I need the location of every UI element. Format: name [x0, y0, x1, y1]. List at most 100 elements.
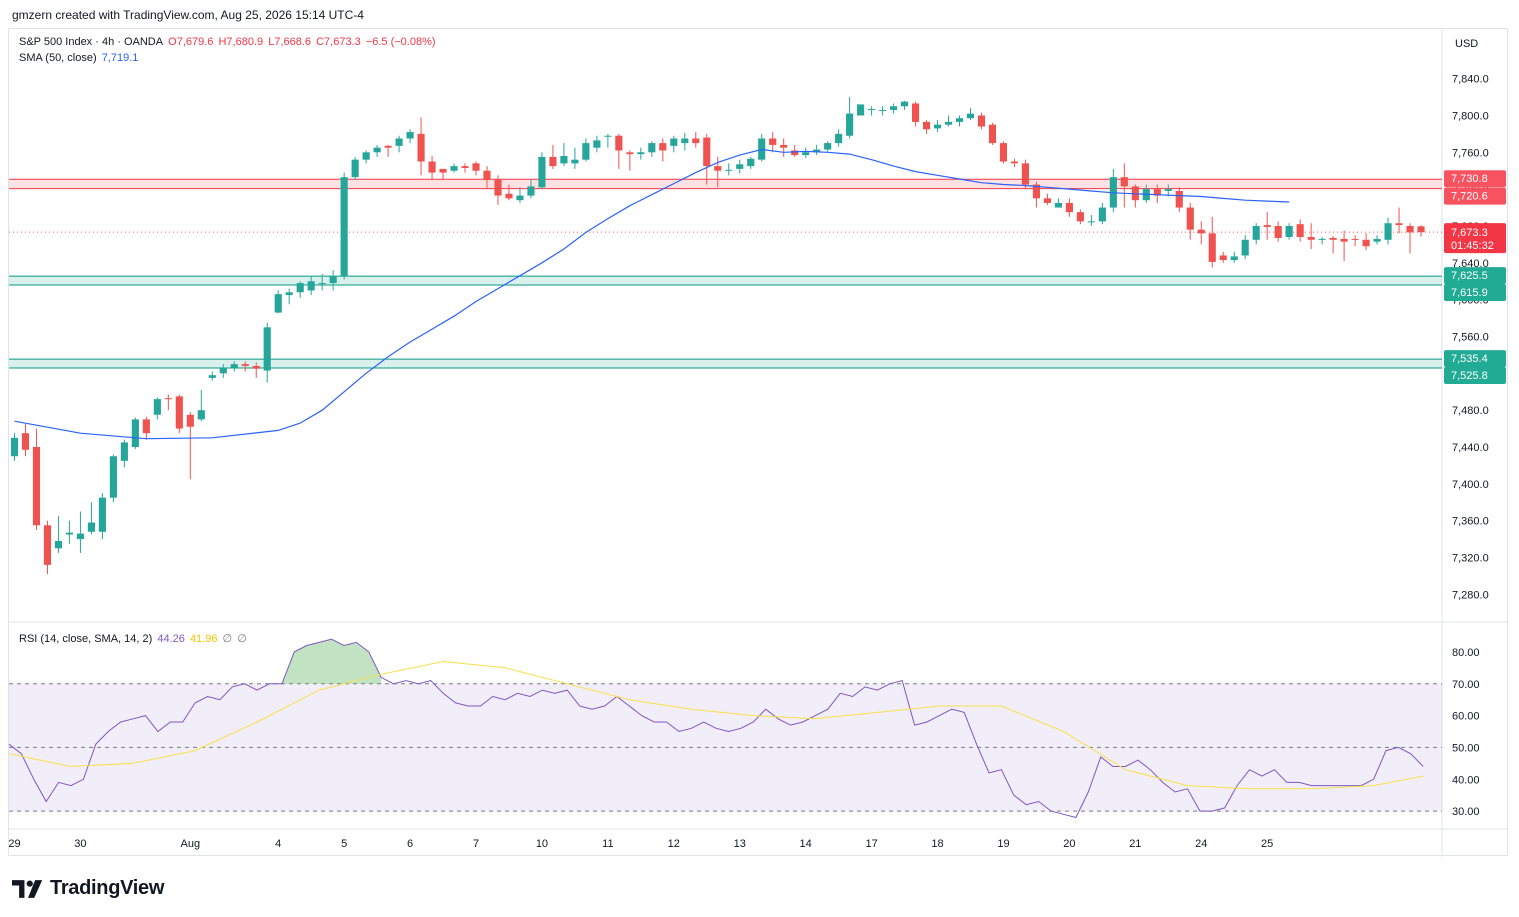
candle-body: [955, 118, 964, 122]
zone-price-label: 7,615.9: [1451, 287, 1488, 299]
sma-label[interactable]: SMA (50, close): [19, 52, 97, 64]
zone-price-tag: [1444, 267, 1506, 285]
candle-body: [1021, 163, 1030, 185]
candle-body: [131, 419, 139, 448]
time-tick-label: 25: [1261, 838, 1273, 850]
zone-price-tag: [1444, 350, 1506, 368]
candle-body: [1208, 233, 1216, 262]
candle-body: [1362, 239, 1370, 247]
candle-body: [1054, 202, 1062, 208]
candle-body: [461, 166, 469, 168]
candle-body: [549, 156, 557, 167]
resistance-zone: [9, 179, 1442, 189]
candle-body: [1197, 229, 1205, 234]
time-tick-label: 14: [800, 838, 812, 850]
tradingview-logo[interactable]: TradingView: [12, 877, 164, 900]
candle-body: [208, 375, 216, 378]
candle-body: [1318, 238, 1326, 240]
candle-body: [450, 166, 458, 171]
rsi-ma-line: [9, 660, 1424, 790]
candle-body: [571, 159, 579, 164]
rsi-label[interactable]: RSI (14, close, SMA, 14, 2): [19, 633, 153, 645]
candle-body: [813, 149, 821, 153]
candle-body: [428, 161, 436, 173]
candle-body: [1153, 189, 1161, 196]
currency-label[interactable]: USD: [1455, 38, 1479, 50]
candle-body: [736, 164, 744, 169]
candle-body: [87, 522, 95, 532]
candle-body: [857, 104, 865, 116]
candle-body: [1087, 221, 1095, 223]
zone-price-label: 7,535.4: [1451, 353, 1488, 365]
rsi-extra-2: ∅: [237, 633, 247, 645]
candle-body: [703, 137, 711, 167]
rsi-value: 44.26: [157, 633, 185, 645]
rsi-legend: RSI (14, close, SMA, 14, 2) 44.26 41.96 …: [19, 632, 249, 645]
candle-body: [21, 433, 30, 450]
tradingview-logo-text: TradingView: [50, 877, 165, 899]
candle-body: [186, 414, 194, 427]
symbol-label[interactable]: S&P 500 Index · 4h · OANDA: [19, 36, 164, 48]
candle-body: [472, 163, 480, 171]
candle-body: [406, 132, 414, 139]
tradingview-logo-icon: [12, 879, 43, 898]
sma-50-line: [14, 148, 1290, 440]
zone-price-tag: [1444, 187, 1506, 205]
candle-body: [868, 109, 876, 111]
candle-body: [1417, 226, 1425, 233]
candle-body: [1285, 225, 1293, 238]
candle-body: [527, 186, 535, 196]
candle-body: [153, 399, 161, 415]
rsi-tick-label: 60.00: [1452, 711, 1480, 723]
candle-body: [1186, 207, 1194, 230]
time-tick-label: 21: [1129, 838, 1141, 850]
candle-body: [769, 138, 777, 145]
chart-frame[interactable]: 7,840.07,800.07,760.07,720.07,680.07,640…: [8, 28, 1509, 857]
zone-price-label: 7,525.8: [1451, 370, 1488, 382]
candle-body: [296, 283, 304, 293]
candle-body: [505, 193, 513, 199]
candle-body: [274, 294, 282, 313]
chart-canvas[interactable]: 7,840.07,800.07,760.07,720.07,680.07,640…: [9, 29, 1509, 857]
candle-body: [98, 497, 106, 532]
candle-body: [1252, 225, 1260, 240]
candle-body: [1065, 202, 1073, 213]
candle-body: [329, 276, 337, 284]
zone-price-tag: [1444, 284, 1506, 302]
time-tick-label: 17: [865, 838, 877, 850]
main-legend: S&P 500 Index · 4h · OANDA O7,679.6 H7,6…: [19, 36, 438, 48]
candle-body: [604, 135, 612, 137]
candle-body: [714, 166, 722, 171]
candle-body: [824, 143, 832, 150]
candle-body: [1395, 223, 1403, 226]
candle-body: [230, 364, 238, 368]
rsi-tick-label: 70.00: [1452, 679, 1480, 691]
candle-body: [120, 442, 128, 461]
candle-body: [362, 152, 370, 160]
candle-body: [395, 138, 403, 146]
time-tick-label: 20: [1063, 838, 1075, 850]
time-tick-label: 18: [931, 838, 943, 850]
candle-body: [1241, 239, 1249, 256]
candle-body: [670, 138, 678, 146]
candle-body: [384, 145, 392, 148]
candle-body: [1175, 190, 1183, 208]
candle-body: [944, 121, 953, 125]
candle-body: [988, 124, 997, 144]
candle-body: [1032, 184, 1040, 199]
support-zone: [9, 359, 1442, 368]
candle-body: [933, 124, 942, 129]
candle-body: [318, 283, 326, 285]
candle-body: [648, 143, 656, 153]
zone-price-label: 7,730.8: [1451, 173, 1488, 185]
candle-body: [911, 103, 920, 122]
candle-body: [1406, 225, 1414, 233]
price-tick-label: 7,360.0: [1452, 516, 1489, 528]
candle-body: [835, 133, 843, 144]
candle-body: [307, 281, 315, 291]
candle-body: [32, 447, 41, 526]
time-tick-label: 10: [536, 838, 548, 850]
candle-body: [10, 437, 19, 457]
zone-price-label: 7,625.5: [1451, 270, 1488, 282]
candle-body: [1340, 238, 1348, 242]
